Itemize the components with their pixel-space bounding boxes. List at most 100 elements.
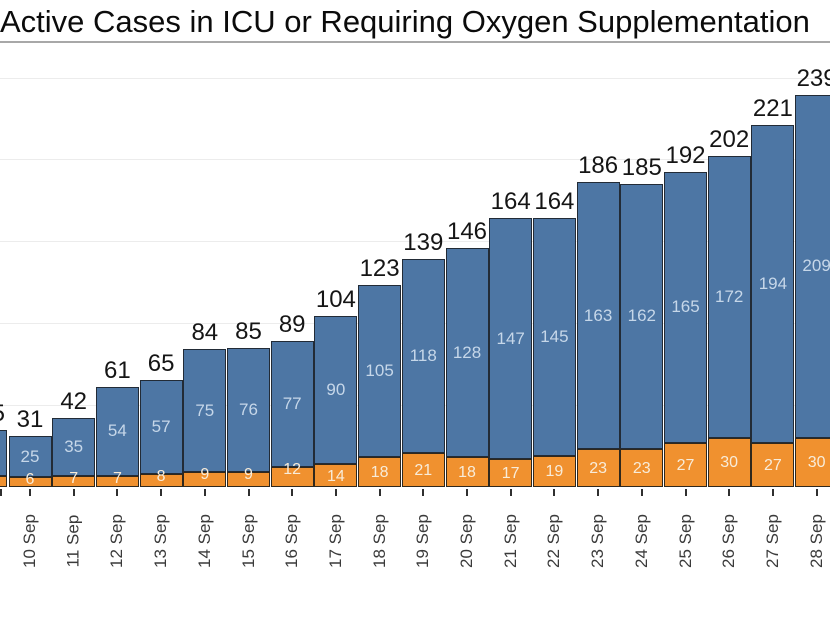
x-axis-tick	[553, 489, 556, 496]
bar-value-label-blue: 57	[151, 417, 171, 437]
x-axis-tick	[29, 489, 31, 496]
bar-value-label-blue: 194	[758, 273, 788, 293]
bar-segment-bottom	[183, 472, 227, 487]
bar-segment-top	[707, 155, 751, 438]
x-axis-tick	[0, 489, 2, 496]
bar-segment-top-partial	[0, 429, 7, 476]
bar-segment-bottom	[139, 473, 183, 487]
bar-segment-bottom	[707, 437, 751, 487]
bar-total-label: 221	[752, 94, 793, 122]
bar-total-label: 85	[235, 317, 262, 345]
bar-value-label-orange: 21	[414, 461, 433, 479]
bar-total-label: 65	[147, 350, 175, 378]
bar-total-label: 186	[578, 151, 619, 179]
x-axis-tick	[597, 489, 600, 496]
bar-segment-bottom	[620, 449, 664, 487]
bar-total-label: 202	[709, 125, 750, 153]
bar-segment-top	[795, 95, 830, 438]
bar-value-label-orange: 23	[589, 460, 607, 478]
bar-total-label: 42	[60, 388, 88, 416]
bar-segment-bottom	[795, 437, 830, 487]
bar-value-label-orange: 8	[156, 467, 166, 485]
bar-segment-bottom	[227, 472, 270, 487]
bar-segment-top	[270, 341, 314, 468]
bar-segment-top	[358, 285, 402, 458]
bar-total-label: 192	[665, 142, 706, 170]
bar-segment-bottom	[751, 442, 795, 487]
bar-segment-top	[620, 183, 664, 450]
bar-value-label-orange: 27	[763, 456, 782, 474]
bar-segment-top	[183, 349, 227, 473]
x-axis-tick	[422, 489, 425, 496]
x-axis-tick	[72, 489, 75, 496]
bar-segment-top	[401, 259, 445, 453]
bar-value-label-orange: 18	[370, 464, 389, 482]
bar-value-label-blue: 162	[627, 306, 656, 326]
bar-value-label-orange: 12	[283, 461, 302, 479]
bar-value-label-orange: 18	[458, 464, 476, 482]
bar-segment-bottom	[664, 442, 707, 487]
bar-value-label-orange: 30	[720, 454, 739, 472]
bar-total-label: 164	[534, 188, 575, 216]
bar-value-label-orange: 6	[25, 471, 35, 489]
bar-value-label-blue: 35	[64, 436, 84, 456]
bar-segment-bottom	[270, 467, 314, 487]
x-axis-tick	[378, 489, 381, 496]
bar-segment-bottom-partial	[0, 475, 7, 487]
x-axis-tick	[509, 489, 512, 496]
bar-value-label-blue: 163	[583, 305, 613, 325]
x-axis-tick	[728, 489, 731, 496]
bar-value-label-orange: 30	[807, 454, 826, 472]
bar-total-label: 123	[359, 255, 400, 283]
bar-value-label-blue: 25	[20, 446, 40, 466]
bar-value-label-orange: 7	[112, 469, 122, 487]
x-axis-tick	[815, 489, 818, 496]
chart-title: Active Cases in ICU or Requiring Oxygen …	[0, 4, 810, 39]
bar-value-label-orange: 27	[676, 456, 695, 474]
bar-segment-top	[139, 380, 183, 474]
bar-total-label: 164	[490, 188, 531, 216]
bar-segment-top	[95, 386, 139, 476]
x-axis-tick	[334, 489, 337, 496]
bar-value-label-blue: 172	[715, 286, 744, 306]
bar-segment-bottom	[445, 457, 489, 487]
bar-segment-bottom	[314, 464, 358, 487]
bar-value-label-blue: 77	[282, 394, 302, 414]
bar-segment-top	[52, 418, 96, 476]
x-axis-tick	[116, 489, 119, 496]
bar-segment-top	[314, 316, 358, 465]
bar-value-label-blue: 145	[540, 326, 569, 346]
bar-value-label-blue: 128	[452, 342, 482, 362]
bar-value-label-blue: 76	[239, 399, 258, 419]
x-axis-tick	[640, 489, 643, 496]
bar-value-label-blue: 118	[409, 345, 437, 365]
bar-segment-bottom	[8, 477, 52, 487]
x-axis-tick	[684, 489, 687, 496]
bar-segment-bottom	[358, 457, 402, 487]
bar-total-label: 84	[191, 319, 219, 347]
bar-value-label-blue: 105	[365, 361, 394, 381]
bar-value-label-blue: 75	[195, 400, 215, 420]
gridline	[0, 77, 830, 79]
bar-segment-top	[532, 218, 576, 456]
bar-segment-bottom	[95, 475, 139, 487]
bar-value-label-blue: 90	[326, 380, 346, 400]
bar-total-label-partial: 35	[0, 400, 5, 428]
x-axis-label-text: 28 Sep	[806, 514, 826, 568]
x-axis-tick	[771, 489, 774, 496]
bar-segment-bottom	[532, 455, 576, 487]
bar-segment-bottom	[576, 449, 620, 487]
bar-segment-top	[489, 218, 533, 460]
bar-segment-top	[664, 172, 707, 443]
bar-value-label-orange: 14	[326, 467, 345, 485]
bar-value-label-blue: 209	[802, 256, 830, 276]
bar-total-label: 185	[621, 153, 662, 181]
bar-value-label-orange: 19	[545, 463, 564, 481]
bar-segment-top	[445, 247, 489, 458]
bar-total-label: 104	[315, 286, 356, 314]
bar-total-label: 239	[796, 65, 830, 93]
bar-segment-bottom	[401, 452, 445, 487]
gridline	[0, 159, 830, 161]
x-axis-tick	[160, 489, 163, 496]
